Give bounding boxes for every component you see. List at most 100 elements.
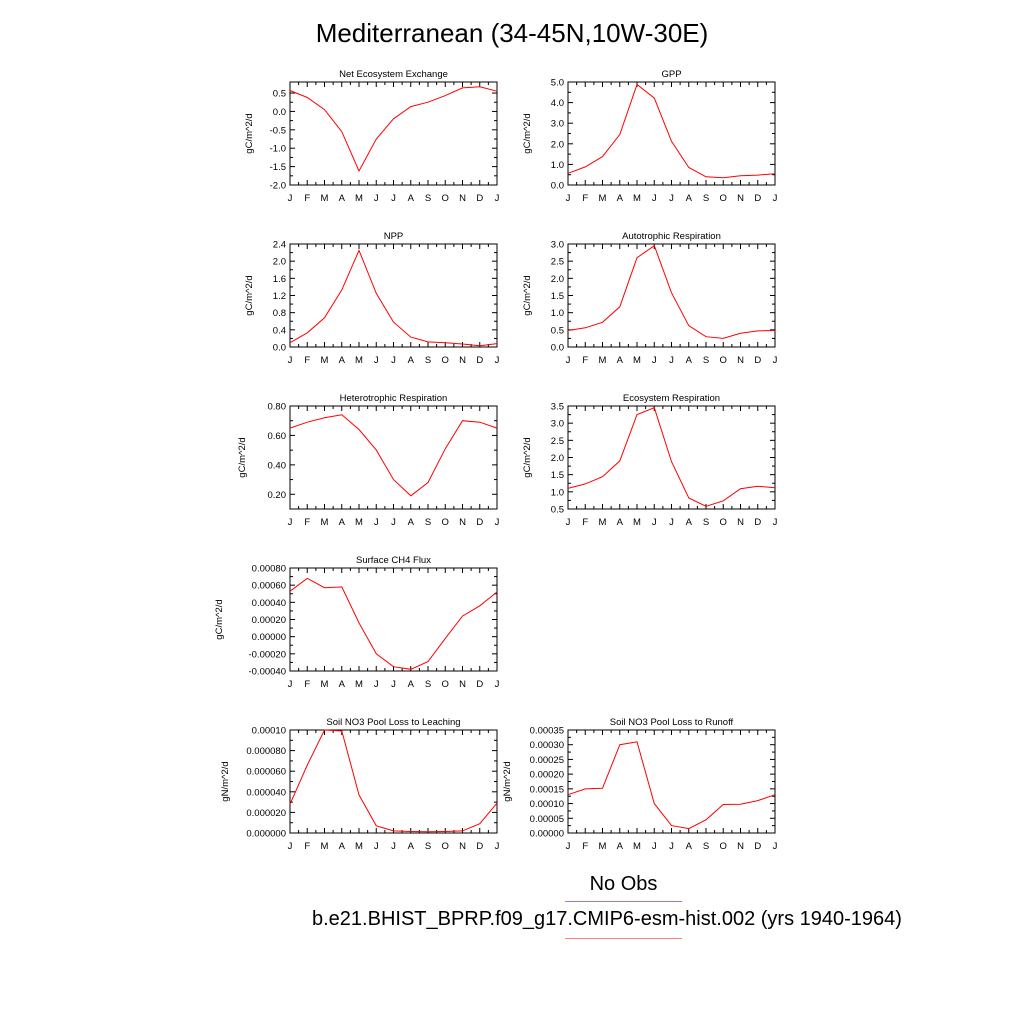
x-tick-label: D [476, 841, 483, 852]
y-tick-label: 0.0 [551, 181, 564, 192]
y-tick-label: 0.000000 [246, 829, 286, 840]
y-axis-label: gC/m^2/d [244, 113, 255, 153]
x-tick-label: J [669, 841, 674, 852]
x-tick-label: F [304, 841, 310, 852]
y-tick-label: 4.0 [551, 98, 564, 109]
y-tick-label: 0.00080 [252, 564, 286, 575]
series-line [567, 741, 776, 830]
y-axis-label: gC/m^2/d [522, 275, 533, 315]
x-tick-label: F [582, 193, 588, 204]
y-tick-label: 1.2 [273, 291, 286, 302]
y-axis-label: gN/m^2/d [502, 761, 513, 801]
y-axis-label: gC/m^2/d [244, 275, 255, 315]
x-tick-label: J [566, 355, 571, 366]
x-tick-label: A [408, 193, 415, 204]
y-tick-label: 0.00040 [252, 598, 286, 609]
series-line [289, 577, 498, 670]
legend-case-line [565, 938, 682, 939]
x-tick-label: M [355, 193, 363, 204]
y-tick-label: 0.0 [273, 343, 286, 354]
x-tick-label: N [459, 355, 466, 366]
x-tick-label: J [652, 517, 657, 528]
x-tick-label: A [686, 841, 693, 852]
x-tick-label: D [754, 355, 761, 366]
x-tick-label: A [686, 193, 693, 204]
x-tick-label: J [773, 355, 778, 366]
y-tick-label: 0.00035 [530, 726, 564, 737]
x-tick-label: O [720, 193, 727, 204]
x-tick-label: J [495, 679, 500, 690]
y-tick-label: 0.5 [551, 325, 564, 336]
x-tick-label: N [459, 679, 466, 690]
x-tick-label: J [391, 517, 396, 528]
x-tick-label: O [442, 517, 449, 528]
x-tick-label: A [339, 679, 346, 690]
y-tick-label: -0.5 [270, 125, 286, 136]
y-tick-label: 0.80 [268, 402, 287, 413]
panel-title: GPP [661, 69, 681, 80]
x-tick-label: M [633, 841, 641, 852]
series-line [289, 86, 498, 173]
y-tick-label: 0.000080 [246, 746, 286, 757]
x-tick-label: A [408, 679, 415, 690]
series-line [567, 83, 776, 179]
x-tick-label: J [773, 841, 778, 852]
y-tick-label: 0.00025 [530, 755, 564, 766]
panel-title: Heterotrophic Respiration [340, 393, 448, 404]
y-axis-label: gN/m^2/d [220, 761, 231, 801]
x-tick-label: F [304, 679, 310, 690]
x-tick-label: J [374, 355, 379, 366]
x-tick-label: S [703, 193, 709, 204]
y-tick-label: 1.0 [551, 308, 564, 319]
y-tick-label: 0.00010 [530, 799, 564, 810]
y-tick-label: 0.00020 [530, 770, 564, 781]
x-tick-label: J [288, 517, 293, 528]
x-tick-label: N [737, 355, 744, 366]
y-axis-label: gC/m^2/d [522, 113, 533, 153]
x-tick-label: M [599, 841, 607, 852]
x-tick-label: J [773, 193, 778, 204]
x-tick-label: O [442, 841, 449, 852]
x-tick-label: J [495, 193, 500, 204]
x-tick-label: M [355, 841, 363, 852]
x-tick-label: A [339, 517, 346, 528]
x-tick-label: F [304, 517, 310, 528]
y-tick-label: 3.0 [551, 119, 564, 130]
x-tick-label: J [669, 355, 674, 366]
y-tick-label: 3.0 [551, 240, 564, 251]
x-tick-label: M [321, 679, 329, 690]
y-tick-label: -0.00020 [248, 649, 286, 660]
y-tick-label: 0.000040 [246, 787, 286, 798]
plot-frame [289, 243, 498, 348]
x-tick-label: N [737, 193, 744, 204]
series-line [567, 244, 776, 339]
x-tick-label: J [566, 841, 571, 852]
y-tick-label: 2.0 [551, 453, 564, 464]
x-tick-label: M [355, 517, 363, 528]
y-tick-label: 0.00000 [530, 829, 564, 840]
x-tick-label: M [355, 355, 363, 366]
y-tick-label: 3.5 [551, 402, 564, 413]
x-tick-label: O [720, 841, 727, 852]
x-tick-label: J [288, 355, 293, 366]
panel-title: Surface CH4 Flux [356, 555, 431, 566]
y-tick-label: 0.5 [273, 89, 286, 100]
x-tick-label: N [737, 517, 744, 528]
x-tick-label: D [476, 355, 483, 366]
x-tick-label: J [652, 841, 657, 852]
plot-frame [567, 243, 776, 348]
x-tick-label: M [599, 517, 607, 528]
x-tick-label: J [391, 679, 396, 690]
y-tick-label: 1.0 [551, 160, 564, 171]
y-tick-label: 2.0 [551, 139, 564, 150]
y-tick-label: 0.5 [551, 505, 564, 516]
x-tick-label: D [476, 679, 483, 690]
x-tick-label: F [582, 517, 588, 528]
series-line [289, 414, 498, 497]
y-tick-label: 0.20 [268, 490, 287, 501]
x-tick-label: M [321, 193, 329, 204]
y-tick-label: -1.0 [270, 144, 286, 155]
x-tick-label: J [374, 841, 379, 852]
